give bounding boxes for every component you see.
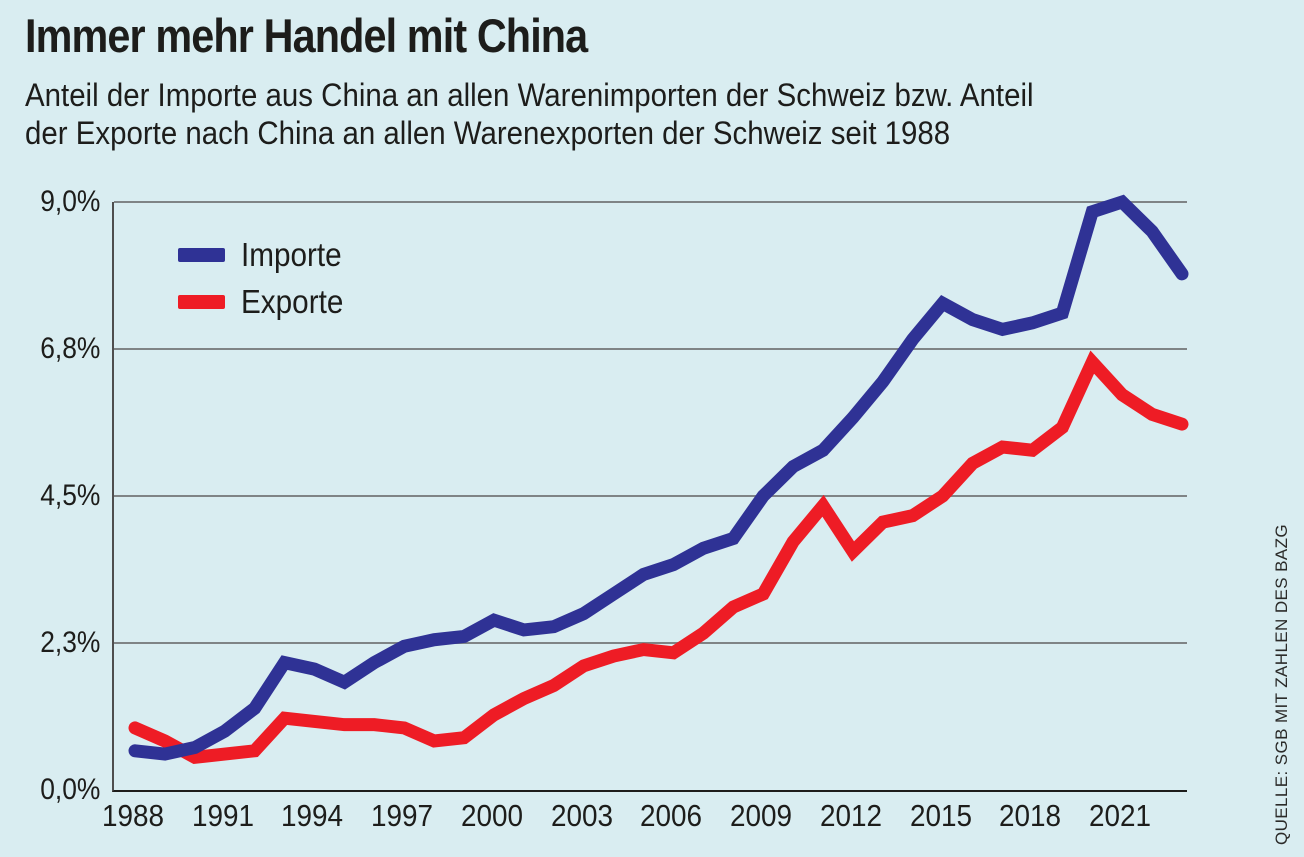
y-tick-label-2,3%: 2,3% — [0, 626, 100, 660]
subtitle-line-1: Anteil der Importe aus China an allen Wa… — [25, 77, 1034, 113]
x-tick-label-2018: 2018 — [999, 798, 1062, 833]
line-chart — [114, 194, 1189, 765]
series-line-importe — [128, 194, 1189, 761]
legend: Importe Exporte — [178, 238, 355, 319]
source-credit: QUELLE: SGB MIT ZAHLEN DES BAZG — [1272, 524, 1291, 845]
y-tick-text: 2,3% — [39, 626, 100, 659]
y-tick-text: 6,8% — [39, 332, 100, 365]
y-tick-label-0,0%: 0,0% — [0, 773, 100, 807]
legend-label-importe: Importe — [241, 236, 342, 273]
y-tick-label-9,0%: 9,0% — [0, 185, 100, 219]
plot-area: Importe Exporte — [112, 194, 1189, 792]
x-tick-label-1997: 1997 — [371, 798, 434, 833]
y-tick-label-6,8%: 6,8% — [0, 332, 100, 366]
x-tick-label-1991: 1991 — [191, 798, 254, 833]
x-tick-label-1988: 1988 — [101, 798, 165, 833]
importe-line-swatch — [178, 248, 225, 262]
x-tick-label-2021: 2021 — [1089, 798, 1152, 833]
legend-item-exporte: Exporte — [178, 285, 355, 319]
exporte-line-swatch — [178, 295, 225, 309]
y-tick-text: 9,0% — [39, 185, 100, 218]
x-tick-label-2012: 2012 — [819, 798, 882, 833]
chart-subtitle: Anteil der Importe aus China an allen Wa… — [25, 76, 1121, 152]
x-tick-label-2009: 2009 — [730, 798, 793, 833]
x-tick-label-2000: 2000 — [460, 798, 524, 833]
x-tick-label-2015: 2015 — [909, 798, 972, 833]
y-tick-text: 0,0% — [39, 773, 100, 806]
x-tick-label-2006: 2006 — [640, 798, 703, 833]
series-line-exporte — [128, 350, 1189, 765]
legend-label-exporte: Exporte — [241, 283, 344, 320]
legend-item-importe: Importe — [178, 238, 355, 272]
x-tick-label-2003: 2003 — [550, 798, 613, 833]
x-tick-label-1994: 1994 — [281, 798, 344, 833]
page-title: Immer mehr Handel mit China — [25, 9, 588, 62]
subtitle-line-2: der Exporte nach China an allen Warenexp… — [25, 115, 951, 151]
y-tick-text: 4,5% — [39, 479, 100, 512]
y-tick-label-4,5%: 4,5% — [0, 479, 100, 513]
